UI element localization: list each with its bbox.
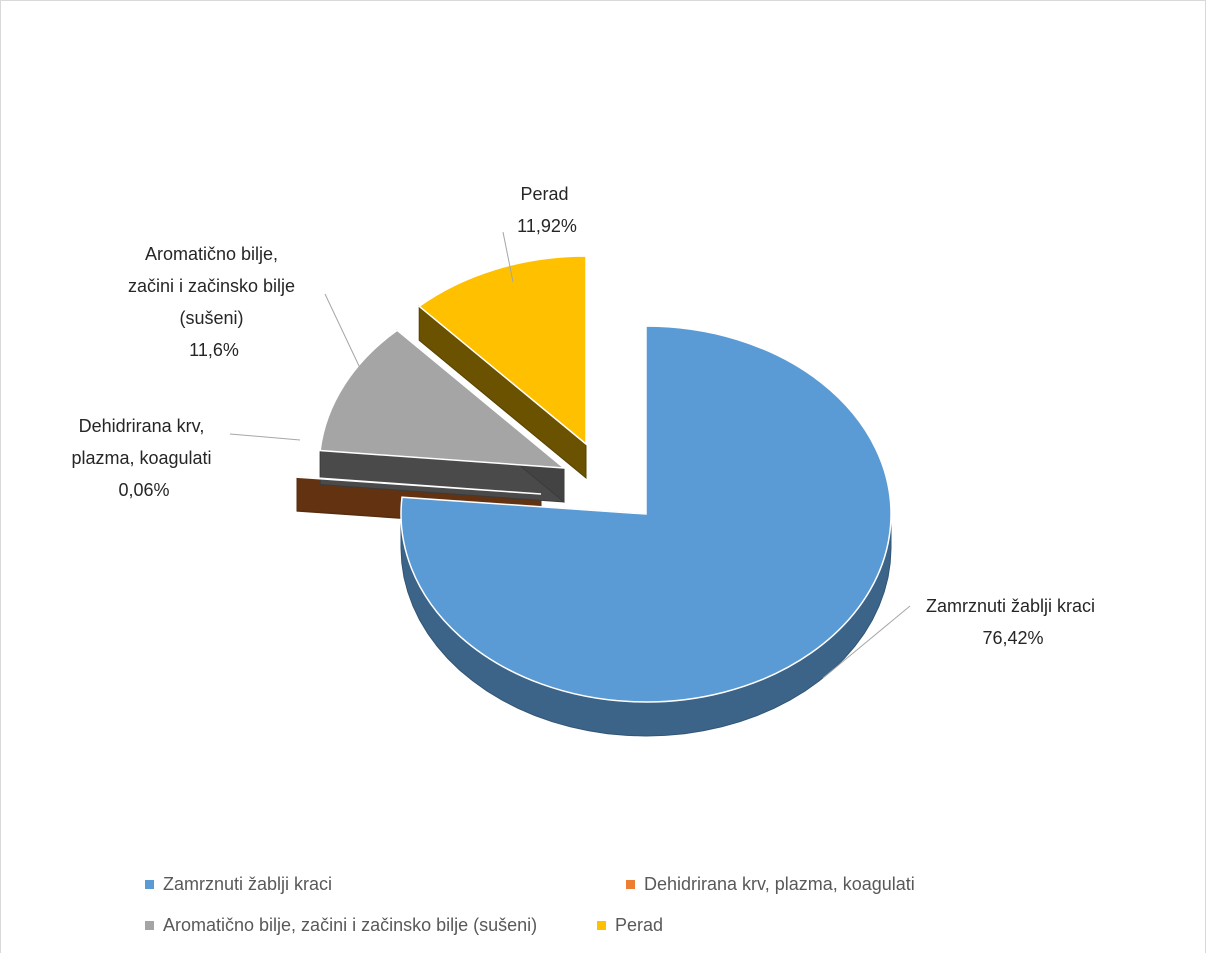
- slice-top-0: [400, 325, 892, 703]
- label-aromaticno: Aromatično bilje, začini i začinsko bilj…: [128, 244, 300, 360]
- slice-top-3: [417, 255, 587, 446]
- slice-top-1: [296, 475, 542, 495]
- label-perad: Perad 11,92%: [517, 184, 577, 236]
- label-zamrznuti: Zamrznuti žablji kraci 76,42%: [926, 596, 1100, 648]
- leader-line-0: [822, 605, 911, 679]
- slice-top-2: [319, 329, 567, 469]
- label-dehidrirana: Dehidrirana krv, plazma, koagulati 0,06%: [71, 416, 216, 500]
- leader-line-2: [324, 293, 361, 369]
- leader-lines: [229, 231, 911, 679]
- leader-line-1: [229, 433, 301, 441]
- leader-line-3: [502, 231, 514, 283]
- slice-tops: [296, 255, 892, 703]
